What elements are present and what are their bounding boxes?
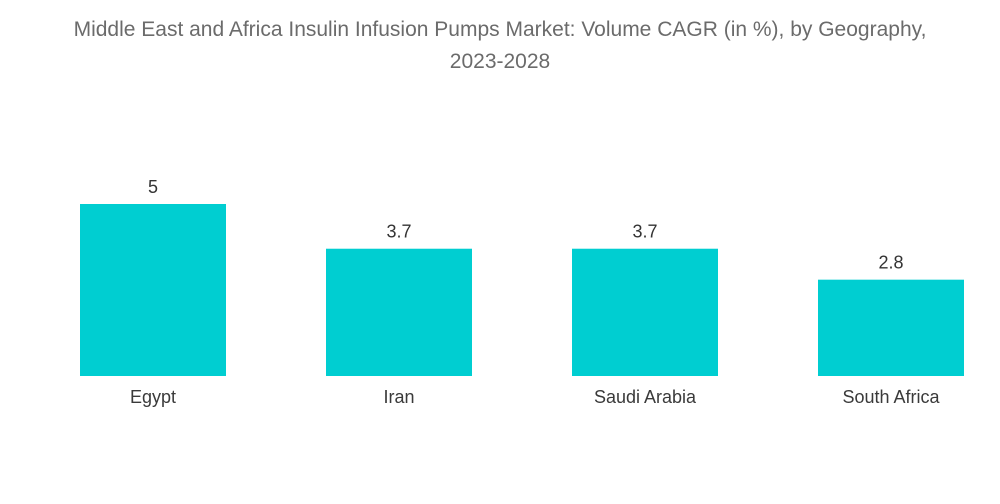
bar-saudi-arabia bbox=[572, 248, 718, 376]
bar-iran bbox=[326, 248, 472, 376]
category-label-egypt: Egypt bbox=[130, 387, 176, 407]
value-label-iran: 3.7 bbox=[386, 222, 411, 242]
bar-egypt bbox=[80, 204, 226, 376]
chart-title: Middle East and Africa Insulin Infusion … bbox=[0, 14, 1000, 78]
category-label-south-africa: South Africa bbox=[842, 387, 940, 407]
category-label-saudi-arabia: Saudi Arabia bbox=[594, 387, 697, 407]
bar-south-africa bbox=[818, 279, 964, 376]
value-label-saudi-arabia: 3.7 bbox=[632, 222, 657, 242]
category-labels-group: Egypt Iran Saudi Arabia South Africa bbox=[130, 387, 941, 407]
value-label-south-africa: 2.8 bbox=[878, 253, 903, 273]
value-label-egypt: 5 bbox=[148, 177, 158, 197]
chart-title-line-2: 2023-2028 bbox=[449, 50, 551, 73]
category-label-iran: Iran bbox=[383, 387, 414, 407]
chart-title-line-1: Middle East and Africa Insulin Infusion … bbox=[73, 18, 927, 41]
bars-group bbox=[80, 204, 964, 376]
value-labels-group: 5 3.7 3.7 2.8 bbox=[148, 177, 904, 273]
